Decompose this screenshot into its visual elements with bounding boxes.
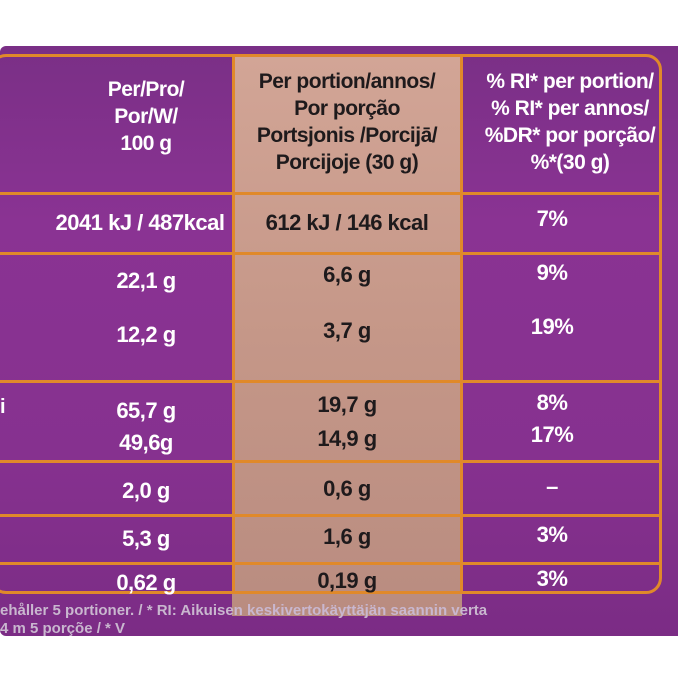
carbohydrate-per-portion: 19,7 g — [317, 392, 377, 417]
energy-per-100g: 2041 kJ / 487kcal — [55, 210, 225, 235]
column-divider — [232, 56, 235, 592]
header-line: Per portion/annos/ — [258, 70, 436, 93]
footer-line: ehåller 5 portioner. / * RI: Aikuisen ke… — [0, 602, 488, 619]
header-per-portion: Per portion/annos/ Por porção Portsjonis… — [234, 68, 460, 176]
energy-ri: 7% — [536, 206, 568, 231]
fat-per-100g: 22,1 g — [116, 268, 176, 293]
fibre-ri: – — [546, 474, 558, 499]
sugars-ri: 17% — [530, 422, 574, 447]
row-divider — [0, 460, 662, 463]
salt-per-portion: 0,19 g — [317, 568, 377, 593]
row-divider — [0, 514, 662, 517]
salt-per-100g: 0,62 g — [116, 570, 176, 595]
footer-line: 4 m 5 porçõe / * V — [0, 620, 126, 636]
saturates-per-portion: 3,7 g — [323, 318, 371, 343]
protein-ri: 3% — [536, 522, 568, 547]
cut-off-label: i — [0, 396, 6, 418]
fibre-per-100g: 2,0 g — [122, 478, 170, 503]
footer-note: ehåller 5 portioner. / * RI: Aikuisen ke… — [0, 602, 678, 636]
header-line: % RI* per portion/ — [486, 70, 654, 93]
per-portion-column-band — [232, 56, 462, 616]
header-ri-percent: % RI* per portion/ % RI* per annos/ %DR*… — [462, 68, 678, 176]
row-divider — [0, 252, 662, 255]
header-line: Per/Pro/ — [107, 78, 185, 101]
fat-ri: 9% — [536, 260, 568, 285]
carbohydrate-per-100g: 65,7 g — [116, 398, 176, 423]
header-line: Por porção — [294, 97, 400, 120]
sugars-per-portion: 14,9 g — [317, 426, 377, 451]
salt-ri: 3% — [536, 566, 568, 591]
header-line: 100 g — [120, 132, 172, 155]
table-border — [0, 54, 662, 594]
saturates-per-100g: 12,2 g — [116, 322, 176, 347]
header-line: %*(30 g) — [530, 151, 610, 174]
row-divider — [0, 192, 662, 195]
sugars-per-100g: 49,6g — [119, 430, 173, 455]
carbohydrate-ri: 8% — [536, 390, 568, 415]
header-line: Portsjonis /Porcijā/ — [256, 124, 438, 147]
header-line: % RI* per annos/ — [491, 97, 649, 120]
energy-per-portion: 612 kJ / 146 kcal — [265, 210, 429, 235]
protein-per-portion: 1,6 g — [323, 524, 371, 549]
package-surface: Per/Pro/ Por/W/ 100 g Per portion/annos/… — [0, 46, 678, 636]
row-divider — [0, 562, 662, 565]
row-divider — [0, 380, 662, 383]
header-line: %DR* por porção/ — [484, 124, 656, 147]
fibre-per-portion: 0,6 g — [323, 476, 371, 501]
saturates-ri: 19% — [530, 314, 574, 339]
protein-per-100g: 5,3 g — [122, 526, 170, 551]
column-divider — [460, 56, 463, 592]
header-line: Porcijoje (30 g) — [275, 151, 419, 174]
fat-per-portion: 6,6 g — [323, 262, 371, 287]
header-line: Por/W/ — [114, 105, 178, 128]
header-per-100g: Per/Pro/ Por/W/ 100 g — [60, 76, 232, 157]
